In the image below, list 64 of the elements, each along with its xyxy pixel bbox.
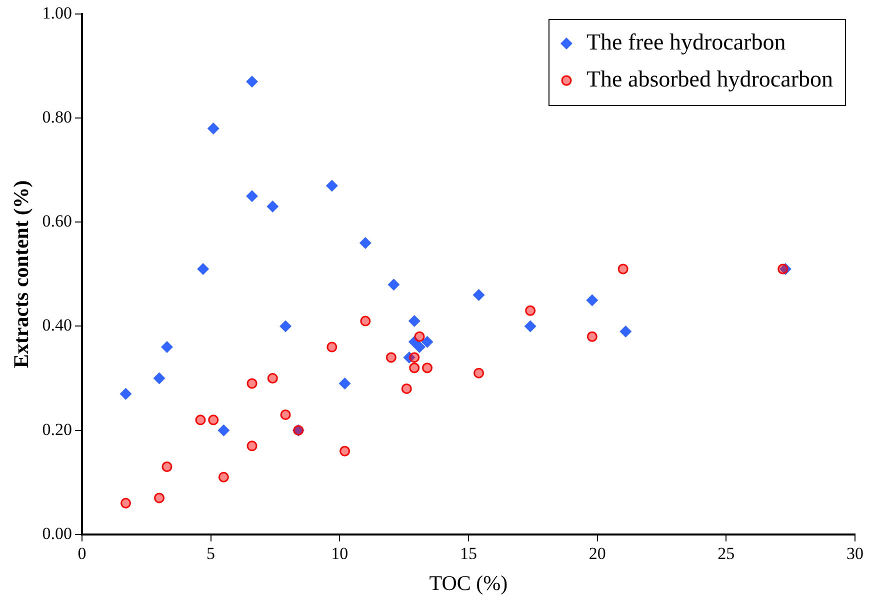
point [326, 180, 338, 192]
point [280, 320, 292, 332]
point [120, 388, 132, 400]
point [197, 262, 210, 275]
point [154, 492, 165, 504]
point [153, 372, 166, 384]
point [474, 368, 484, 378]
point [120, 498, 132, 508]
point [414, 331, 425, 342]
point [266, 200, 279, 213]
point [338, 377, 351, 390]
point [246, 190, 258, 202]
point [778, 264, 788, 274]
point [586, 294, 598, 306]
point [403, 351, 416, 364]
point [409, 362, 420, 374]
point [359, 236, 372, 249]
point [218, 472, 229, 482]
y-tick-label: 0.60 [42, 212, 72, 231]
point [388, 278, 400, 291]
x-tick-label: 10 [331, 544, 348, 564]
point [524, 320, 536, 332]
point [246, 378, 258, 389]
point [340, 446, 350, 456]
point [218, 424, 230, 436]
point [422, 362, 432, 374]
point [472, 289, 485, 302]
legend-label: The free hydrocarbon [586, 30, 786, 55]
point [326, 342, 338, 352]
point [586, 331, 598, 342]
point [620, 325, 632, 338]
point [409, 352, 420, 363]
point [162, 462, 172, 472]
x-tick-label: 30 [846, 544, 864, 564]
x-tick-label: 25 [718, 544, 735, 564]
y-tick-label: 0.00 [42, 524, 72, 543]
legend-label: The absorbed hydrocarbon [586, 66, 834, 92]
point [525, 305, 536, 316]
point [160, 341, 173, 354]
point [208, 414, 219, 426]
point [280, 409, 291, 420]
y-tick-label: 0.80 [42, 108, 72, 127]
x-tick-label: 5 [206, 544, 216, 564]
x-tick-label: 0 [78, 544, 86, 564]
point [618, 264, 628, 274]
y-axis-title: Extracts content (%) [9, 180, 34, 368]
point [246, 440, 258, 452]
point [386, 352, 396, 363]
point [207, 122, 220, 134]
point [779, 262, 792, 275]
point [360, 316, 371, 326]
x-tick-label: 20 [588, 544, 606, 564]
x-axis-title: TOC (%) [429, 570, 508, 595]
y-tick-label: 0.20 [42, 420, 72, 439]
point [246, 76, 258, 88]
y-tick-label: 1.00 [42, 3, 72, 22]
point [401, 383, 412, 394]
point [414, 341, 426, 354]
point [195, 414, 206, 426]
x-tick-label: 15 [460, 544, 477, 564]
y-tick-label: 0.40 [42, 316, 72, 335]
point [408, 315, 420, 328]
point [267, 373, 278, 384]
point [421, 336, 434, 348]
